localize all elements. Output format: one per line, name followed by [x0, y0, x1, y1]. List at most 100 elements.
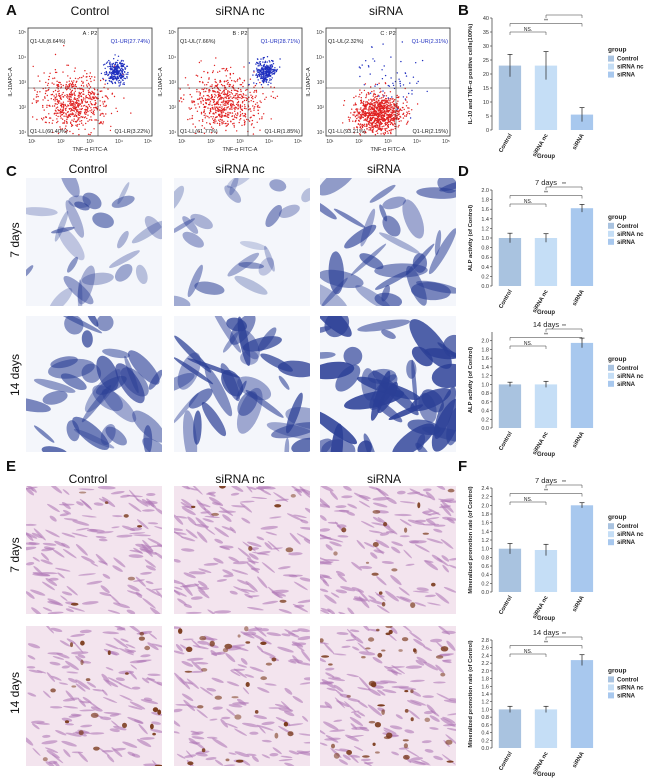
fcs-x-tick: 10⁵ — [442, 139, 450, 145]
alp-row-14days: 14 days — [8, 353, 22, 397]
fcs-y-tick: 10² — [169, 105, 177, 111]
significance-label: ** — [544, 641, 548, 647]
legend-swatch — [608, 523, 614, 530]
ars-col-nc: siRNA nc — [215, 472, 265, 486]
significance-label: * — [563, 12, 565, 16]
fcs-y-axis-label: IL-10APC-A — [306, 67, 312, 97]
chart-title: 7 days — [535, 178, 557, 187]
fcs-events — [31, 45, 132, 136]
fcs-y-tick: 10³ — [317, 80, 325, 86]
y-tick-label: 2.2 — [481, 495, 489, 501]
y-tick-label: 1.6 — [481, 684, 489, 690]
legend-swatch — [608, 676, 614, 683]
x-tick-label: Control — [498, 751, 514, 772]
bar-0 — [498, 384, 522, 428]
legend-swatch — [608, 380, 614, 387]
y-axis-label: Mineralized promotion rate (of Control) — [468, 486, 474, 593]
bar-2 — [570, 114, 594, 130]
y-tick-label: 1.8 — [481, 198, 489, 204]
bar-1 — [534, 65, 558, 130]
y-tick-label: 15 — [483, 86, 489, 92]
fcs-q-lr: Q1-LR(2.15%) — [413, 129, 449, 135]
fcs-q-ul: Q1-UL(2.32%) — [328, 39, 364, 45]
stain-pattern — [174, 626, 310, 766]
ars-image-7d-control — [26, 486, 162, 614]
fcs-q-ur: Q1-UR(27.74%) — [111, 39, 151, 45]
fcs-q-lr: Q1-LR(3.22%) — [115, 129, 151, 135]
fcs-x-tick: 10³ — [236, 139, 244, 145]
ars-image-7d-nc — [174, 486, 310, 614]
y-tick-label: 2.0 — [481, 188, 489, 194]
y-tick-label: 1.2 — [481, 226, 489, 232]
y-tick-label: 2.0 — [481, 339, 489, 345]
significance-label: ** — [562, 324, 566, 330]
fcs-y-tick: 10² — [317, 105, 325, 111]
bar-chart-b: 0 5 10 15 20 25 30 35 40 IL-10 and TNF-α positive… — [468, 12, 644, 160]
y-tick-label: 30 — [483, 44, 489, 50]
y-tick-label: 0.0 — [481, 746, 489, 752]
legend-label: siRNA nc — [617, 685, 644, 691]
x-tick-label: siRNA — [572, 430, 586, 449]
legend-label: Control — [617, 224, 639, 230]
significance-bracket — [509, 23, 583, 27]
legend-label: siRNA — [617, 382, 636, 388]
y-tick-label: 1.0 — [481, 236, 489, 242]
legend-label: siRNA — [617, 693, 636, 699]
fcs-x-axis-label: TNF-α FITC-A — [371, 147, 406, 153]
x-tick-label: Control — [498, 289, 514, 310]
x-tick-label: Control — [498, 595, 514, 616]
y-tick-label: 1.0 — [481, 707, 489, 713]
y-tick-label: 1.0 — [481, 382, 489, 388]
alp-row-7days: 7 days — [8, 222, 22, 258]
legend-swatch — [608, 372, 614, 379]
y-tick-label: 0.6 — [481, 564, 489, 570]
y-tick-label: 1.0 — [481, 547, 489, 553]
x-tick-label: Control — [498, 133, 514, 154]
fcs-q-ur: Q1-UR(2.31%) — [412, 39, 449, 45]
panel-label-d: D — [458, 163, 469, 180]
y-tick-label: 0.0 — [481, 426, 489, 432]
fcs-q-ul: Q1-UL(7.66%) — [180, 39, 216, 45]
alp-image-14d-si — [320, 316, 456, 452]
ars-row-14days: 14 days — [8, 671, 22, 715]
y-tick-label: 2.4 — [481, 653, 489, 659]
stain-pattern — [26, 178, 162, 306]
y-tick-label: 2.0 — [481, 669, 489, 675]
legend-swatch — [608, 238, 614, 245]
bar-0 — [498, 709, 522, 748]
bar-2 — [570, 208, 594, 286]
bar-2 — [570, 660, 594, 748]
fcs-y-axis-label: IL-10APC-A — [158, 67, 164, 97]
y-tick-label: 0.2 — [481, 417, 489, 423]
fcs-title-control: Control — [70, 4, 110, 18]
alp-col-si: siRNA — [366, 162, 401, 176]
bar-chart-f-7days: 7 days 0.0 0.2 0.4 0.6 0.8 1.0 1.2 1.4 1.6 1.8 2.0 2… — [468, 476, 644, 622]
alp-image-14d-nc — [174, 316, 310, 452]
y-tick-label: 2.8 — [481, 638, 489, 644]
significance-bracket — [509, 645, 583, 649]
legend-label: Control — [617, 57, 639, 63]
y-tick-label: 2.0 — [481, 503, 489, 509]
ars-image-14d-control — [26, 626, 162, 766]
legend-label: Control — [617, 366, 639, 372]
tile-background — [320, 626, 456, 766]
legend-swatch — [608, 692, 614, 699]
ars-image-14d-nc — [174, 626, 310, 766]
fcs-y-tick: 10³ — [19, 80, 27, 86]
chart-title: 7 days — [535, 476, 557, 485]
fcs-x-tick: 10⁵ — [144, 139, 152, 145]
x-tick-label: siRNA — [572, 594, 586, 613]
alp-image-7d-si — [320, 178, 456, 306]
fcs-x-tick: 10³ — [86, 139, 94, 145]
legend-label: siRNA nc — [617, 232, 644, 238]
fcs-y-tick: 10⁴ — [168, 55, 176, 61]
fcs-y-tick: 10¹ — [19, 130, 27, 136]
significance-label: NS. — [524, 649, 532, 655]
significance-label: ** — [544, 489, 548, 495]
x-tick-label: siRNA — [572, 750, 586, 769]
significance-bracket — [509, 203, 547, 207]
fcs-q-ur: Q1-UR(28.71%) — [261, 39, 301, 45]
y-tick-label: 0.0 — [481, 284, 489, 290]
fcs-q-ll: Q1-LL(60.40%) — [30, 129, 68, 135]
bar-1 — [534, 709, 558, 748]
